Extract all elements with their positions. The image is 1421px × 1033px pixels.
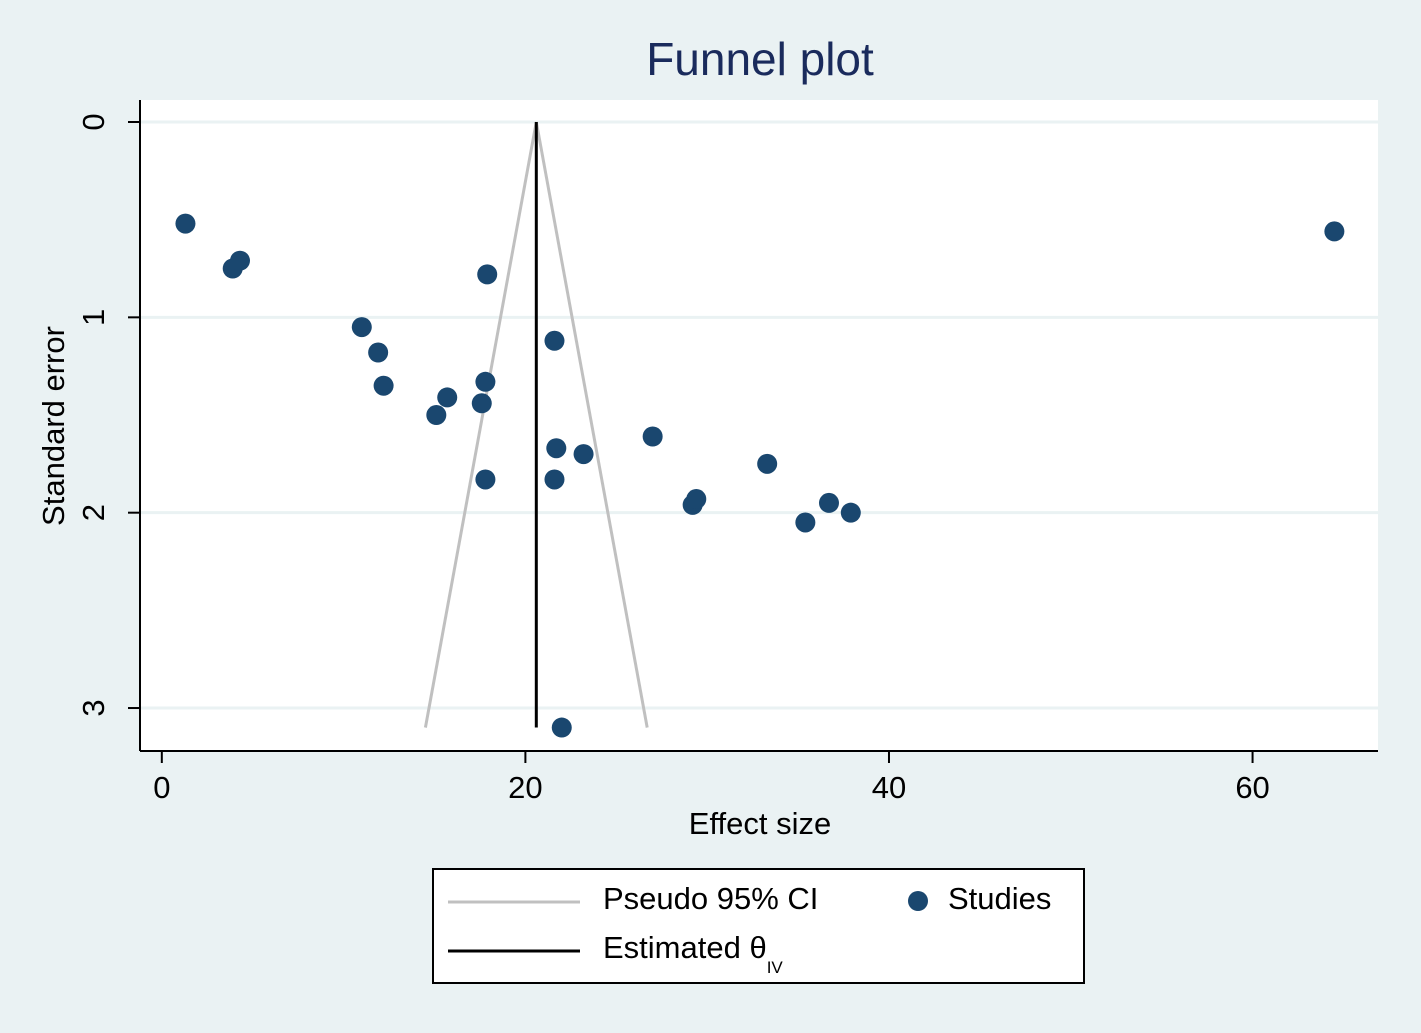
y-tick-label: 0 [76, 113, 111, 130]
y-tick-label: 2 [76, 504, 111, 521]
study-point [471, 393, 492, 414]
study-points [175, 213, 1345, 738]
legend-estimate-subscript: IV [767, 958, 784, 977]
plot-marks [423, 121, 649, 728]
study-point [426, 405, 447, 426]
study-point [477, 264, 498, 285]
study-point [351, 317, 372, 338]
ci-left-line [423, 121, 538, 728]
chart-title: Funnel plot [646, 33, 874, 85]
study-point [437, 387, 458, 408]
legend-ci-label: Pseudo 95% CI [603, 881, 818, 916]
study-point [175, 213, 196, 234]
y-axis-label: Standard error [36, 326, 71, 526]
study-point [551, 717, 572, 738]
study-point [368, 342, 389, 363]
study-point [642, 426, 663, 447]
study-point [544, 330, 565, 351]
study-point [229, 250, 250, 271]
y-tick-label: 1 [76, 309, 111, 326]
study-point [818, 492, 839, 513]
legend-studies-marker [908, 891, 928, 911]
study-point [795, 512, 816, 533]
x-ticks: 0 20 40 60 [153, 751, 1270, 805]
legend-estimate-label: Estimated θIV [603, 930, 783, 977]
study-point [475, 469, 496, 490]
study-point [475, 371, 496, 392]
study-point [544, 469, 565, 490]
legend: Pseudo 95% CI Studies Estimated θIV [432, 868, 1085, 984]
plot-area [140, 100, 1378, 751]
study-point [840, 502, 861, 523]
study-point [373, 375, 394, 396]
study-point [546, 438, 567, 459]
study-point [573, 444, 594, 465]
x-tick-label: 60 [1235, 770, 1269, 805]
x-tick-label: 20 [508, 770, 542, 805]
ci-right-line [534, 121, 649, 728]
legend-studies-label: Studies [948, 881, 1051, 916]
y-ticks: 0 1 2 3 [76, 113, 140, 717]
x-tick-label: 0 [153, 770, 170, 805]
study-point [1324, 221, 1345, 242]
x-axis-label: Effect size [689, 806, 831, 841]
study-point [686, 489, 707, 510]
legend-estimate-text: Estimated θ [603, 930, 767, 965]
legend-box [432, 868, 1085, 984]
study-point [757, 453, 778, 474]
x-tick-label: 40 [872, 770, 906, 805]
y-tick-label: 3 [76, 699, 111, 716]
grid-lines [140, 120, 1378, 710]
